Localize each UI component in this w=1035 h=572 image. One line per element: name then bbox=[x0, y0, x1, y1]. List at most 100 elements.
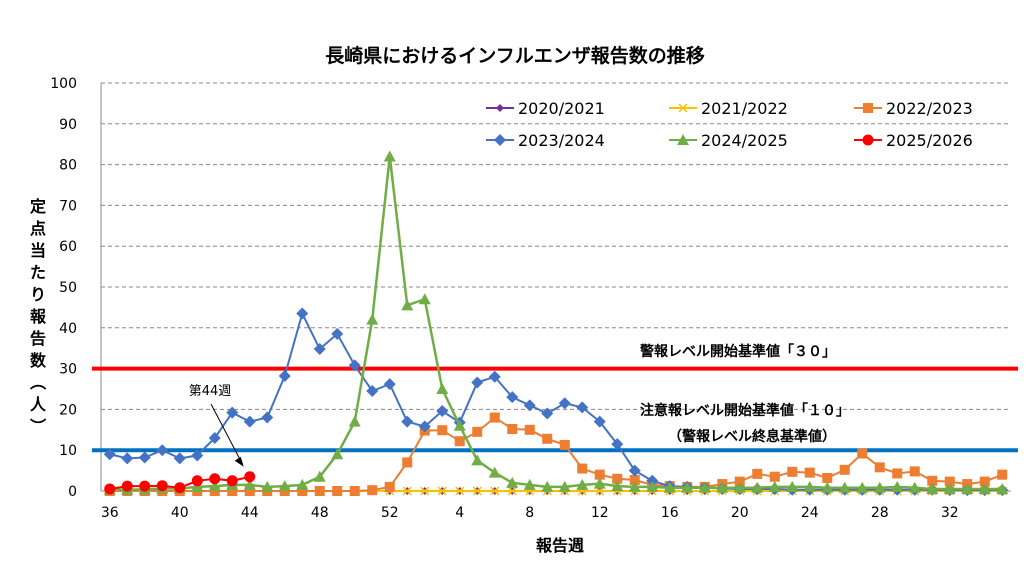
data-point bbox=[752, 468, 763, 479]
data-point bbox=[437, 486, 447, 496]
data-point bbox=[787, 466, 798, 477]
data-point bbox=[506, 476, 519, 488]
data-point bbox=[104, 483, 116, 495]
data-point bbox=[611, 438, 624, 451]
data-point bbox=[296, 478, 309, 490]
series-2024-2025 bbox=[103, 150, 1009, 495]
legend-label: 2020/2021 bbox=[518, 99, 605, 118]
data-point bbox=[524, 424, 535, 435]
y-tick-label: 80 bbox=[59, 158, 77, 174]
x-tick-label: 32 bbox=[941, 505, 959, 521]
data-point bbox=[490, 486, 500, 496]
data-point bbox=[734, 476, 745, 487]
data-point bbox=[908, 481, 921, 493]
data-point bbox=[138, 451, 151, 464]
data-point bbox=[944, 476, 955, 487]
data-point bbox=[576, 401, 589, 414]
data-point bbox=[628, 480, 641, 492]
y-axis-label-char: 当 bbox=[30, 241, 46, 260]
y-axis-label-char: 定 bbox=[29, 197, 46, 216]
data-point bbox=[646, 480, 659, 492]
data-point bbox=[733, 481, 746, 493]
data-point bbox=[909, 466, 920, 477]
data-point bbox=[663, 481, 676, 493]
data-point bbox=[401, 299, 414, 311]
data-point bbox=[418, 420, 431, 433]
legend-marker bbox=[678, 103, 688, 113]
data-point bbox=[437, 425, 448, 436]
data-point bbox=[874, 462, 885, 473]
data-point bbox=[927, 475, 938, 486]
data-point bbox=[297, 486, 308, 496]
legend-marker bbox=[863, 103, 873, 113]
data-point bbox=[488, 370, 501, 383]
annotation-arrow bbox=[210, 403, 243, 463]
data-point bbox=[523, 478, 536, 490]
legend-label: 2023/2024 bbox=[518, 131, 605, 150]
data-point bbox=[628, 464, 641, 477]
reference-label: 注意報レベル開始基準値「１０」 bbox=[640, 402, 850, 419]
data-point bbox=[191, 475, 203, 487]
data-point bbox=[243, 478, 256, 490]
data-point bbox=[542, 433, 553, 444]
data-point bbox=[420, 486, 430, 496]
data-point bbox=[716, 481, 729, 493]
y-axis-label-char: 報 bbox=[30, 307, 47, 326]
data-point bbox=[402, 457, 413, 468]
data-point bbox=[348, 415, 361, 427]
data-point bbox=[786, 480, 799, 492]
data-point bbox=[856, 481, 869, 493]
data-point bbox=[296, 307, 309, 320]
series-line bbox=[109, 310, 1003, 492]
data-point bbox=[472, 486, 482, 496]
data-point bbox=[821, 481, 834, 493]
data-point bbox=[121, 452, 134, 465]
x-tick-label: 24 bbox=[801, 505, 819, 521]
data-point bbox=[331, 448, 344, 460]
data-point bbox=[576, 478, 589, 490]
data-point bbox=[173, 452, 186, 465]
data-point bbox=[244, 486, 255, 496]
legend-marker bbox=[496, 104, 504, 112]
data-point bbox=[822, 472, 833, 483]
data-point bbox=[507, 423, 518, 434]
legend-marker bbox=[494, 134, 506, 146]
data-point bbox=[751, 481, 764, 493]
data-point bbox=[471, 454, 484, 466]
legend-label: 2021/2022 bbox=[701, 99, 788, 118]
x-tick-label: 52 bbox=[381, 505, 399, 521]
reference-label: 警報レベル開始基準値「３０」 bbox=[640, 343, 836, 360]
reference-sublabel: （警報レベル終息基準値） bbox=[668, 428, 836, 445]
data-point bbox=[156, 444, 169, 457]
x-tick-label: 20 bbox=[731, 505, 749, 521]
legend-label: 2025/2026 bbox=[886, 131, 973, 150]
data-point bbox=[244, 471, 256, 483]
data-point bbox=[698, 481, 711, 493]
data-point bbox=[139, 480, 151, 492]
data-point bbox=[769, 471, 780, 482]
y-axis-label-char: 告 bbox=[30, 329, 46, 348]
data-point bbox=[646, 474, 659, 487]
data-point bbox=[453, 419, 466, 431]
x-tick-label: 12 bbox=[591, 505, 609, 521]
y-axis-label-char: （ bbox=[28, 374, 47, 390]
data-point bbox=[366, 313, 379, 325]
annotation-label: 第44週 bbox=[189, 384, 232, 399]
data-point bbox=[541, 407, 554, 420]
data-point bbox=[436, 383, 449, 394]
y-axis-label-char: 点 bbox=[30, 219, 46, 238]
data-point bbox=[367, 485, 378, 496]
data-point bbox=[226, 406, 239, 419]
y-tick-label: 70 bbox=[59, 198, 77, 214]
y-axis-label-char: 人 bbox=[30, 395, 47, 414]
data-point bbox=[383, 150, 396, 162]
data-point bbox=[227, 486, 238, 496]
legend-item: 2023/2024 bbox=[486, 131, 605, 150]
y-tick-label: 0 bbox=[68, 484, 77, 500]
data-point bbox=[278, 369, 291, 382]
data-point bbox=[979, 476, 990, 487]
legend-marker bbox=[862, 134, 874, 146]
data-point bbox=[314, 486, 325, 496]
data-point bbox=[926, 482, 939, 494]
